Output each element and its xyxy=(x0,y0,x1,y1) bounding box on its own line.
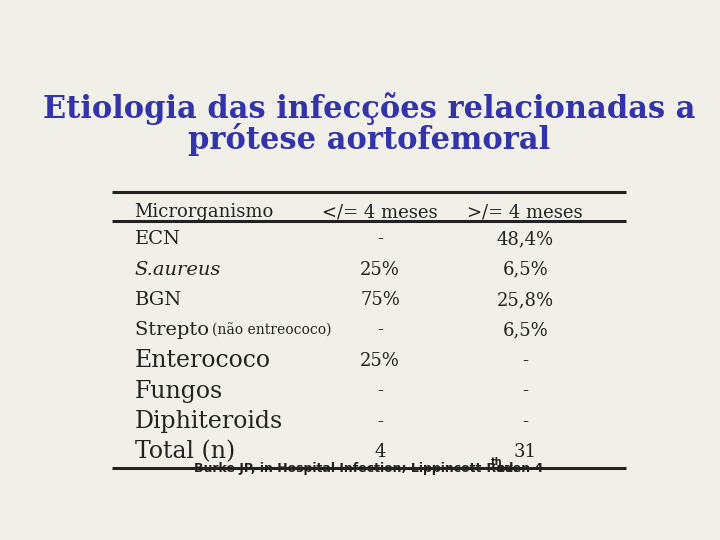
Text: ed.: ed. xyxy=(497,462,519,475)
Text: -: - xyxy=(377,231,383,248)
Text: </= 4 meses: </= 4 meses xyxy=(323,204,438,221)
Text: Microrganismo: Microrganismo xyxy=(135,204,274,221)
Text: 25%: 25% xyxy=(360,352,400,370)
Text: 75%: 75% xyxy=(360,291,400,309)
Text: Fungos: Fungos xyxy=(135,380,223,403)
Text: -: - xyxy=(522,413,528,430)
Text: th: th xyxy=(490,457,503,467)
Text: -: - xyxy=(522,382,528,400)
Text: Etiologia das infecções relacionadas a: Etiologia das infecções relacionadas a xyxy=(42,92,696,125)
Text: -: - xyxy=(377,382,383,400)
Text: Total (n): Total (n) xyxy=(135,441,235,463)
Text: 4: 4 xyxy=(374,443,386,461)
Text: 48,4%: 48,4% xyxy=(497,231,554,248)
Text: (não entreococo): (não entreococo) xyxy=(212,323,331,338)
Text: S.aureus: S.aureus xyxy=(135,261,221,279)
Text: 31: 31 xyxy=(514,443,536,461)
Text: ECN: ECN xyxy=(135,231,181,248)
Text: Burke JP, in Hospital Infection; Lippincott-Raven 4: Burke JP, in Hospital Infection; Lippinc… xyxy=(194,462,544,475)
Text: 25,8%: 25,8% xyxy=(497,291,554,309)
Text: Diphiteroids: Diphiteroids xyxy=(135,410,283,433)
Text: 6,5%: 6,5% xyxy=(503,321,548,340)
Text: -: - xyxy=(522,352,528,370)
Text: 6,5%: 6,5% xyxy=(503,261,548,279)
Text: -: - xyxy=(377,321,383,340)
Text: prótese aortofemoral: prótese aortofemoral xyxy=(188,123,550,156)
Text: 25%: 25% xyxy=(360,261,400,279)
Text: -: - xyxy=(377,413,383,430)
Text: Strepto: Strepto xyxy=(135,321,215,340)
Text: BGN: BGN xyxy=(135,291,182,309)
Text: >/= 4 meses: >/= 4 meses xyxy=(467,204,583,221)
Text: Enterococo: Enterococo xyxy=(135,349,271,373)
